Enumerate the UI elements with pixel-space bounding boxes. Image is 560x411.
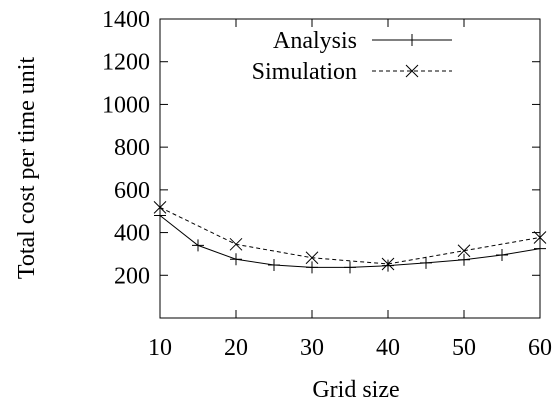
y-tick-label: 1200 xyxy=(102,50,150,76)
data-point-analysis xyxy=(154,209,166,222)
x-tick-label: 50 xyxy=(452,335,476,361)
x-axis-ticks: 10 20 30 40 50 60 xyxy=(148,19,552,361)
data-point-simulation xyxy=(533,231,547,244)
legend-marker-simulation xyxy=(405,64,419,78)
x-tick-label: 20 xyxy=(224,335,248,361)
y-tick-label: 200 xyxy=(114,263,150,289)
series-analysis xyxy=(154,209,546,274)
series-line-simulation xyxy=(159,206,541,265)
legend-label-analysis: Analysis xyxy=(273,28,357,54)
x-tick-label: 10 xyxy=(148,335,172,361)
series-line-analysis xyxy=(159,215,541,268)
data-point-analysis xyxy=(534,242,546,255)
x-axis-label: Grid size xyxy=(312,377,399,403)
plot-border xyxy=(159,18,541,319)
data-point-simulation xyxy=(153,201,167,214)
data-point-analysis xyxy=(496,248,508,261)
x-tick-label: 30 xyxy=(300,335,324,361)
y-tick-label: 400 xyxy=(114,221,150,247)
plot-frame xyxy=(159,18,541,319)
x-tick-label: 40 xyxy=(376,335,400,361)
y-tick-label: 1400 xyxy=(102,7,150,33)
legend: Analysis Simulation xyxy=(252,28,452,85)
y-tick-label: 800 xyxy=(114,135,150,161)
data-point-analysis xyxy=(230,253,242,266)
series-layer xyxy=(153,201,547,274)
data-point-simulation xyxy=(457,244,471,258)
y-axis-ticks: 200 400 600 800 1000 1200 1400 xyxy=(102,7,540,289)
legend-marker-analysis xyxy=(406,34,418,46)
data-point-simulation xyxy=(229,237,243,251)
y-tick-label: 600 xyxy=(114,178,150,204)
data-point-analysis xyxy=(420,256,432,269)
data-point-analysis xyxy=(192,239,204,252)
data-point-analysis xyxy=(268,259,280,272)
data-point-analysis xyxy=(458,253,470,266)
legend-label-simulation: Simulation xyxy=(252,59,357,85)
data-point-analysis xyxy=(344,261,356,274)
data-point-analysis xyxy=(306,261,318,274)
series-simulation xyxy=(153,201,547,271)
y-axis-label: Total cost per time unit xyxy=(14,57,40,280)
y-tick-label: 1000 xyxy=(102,92,150,118)
x-tick-label: 60 xyxy=(528,335,552,361)
data-point-analysis xyxy=(382,259,394,272)
data-point-simulation xyxy=(305,251,319,265)
data-point-simulation xyxy=(381,257,395,271)
